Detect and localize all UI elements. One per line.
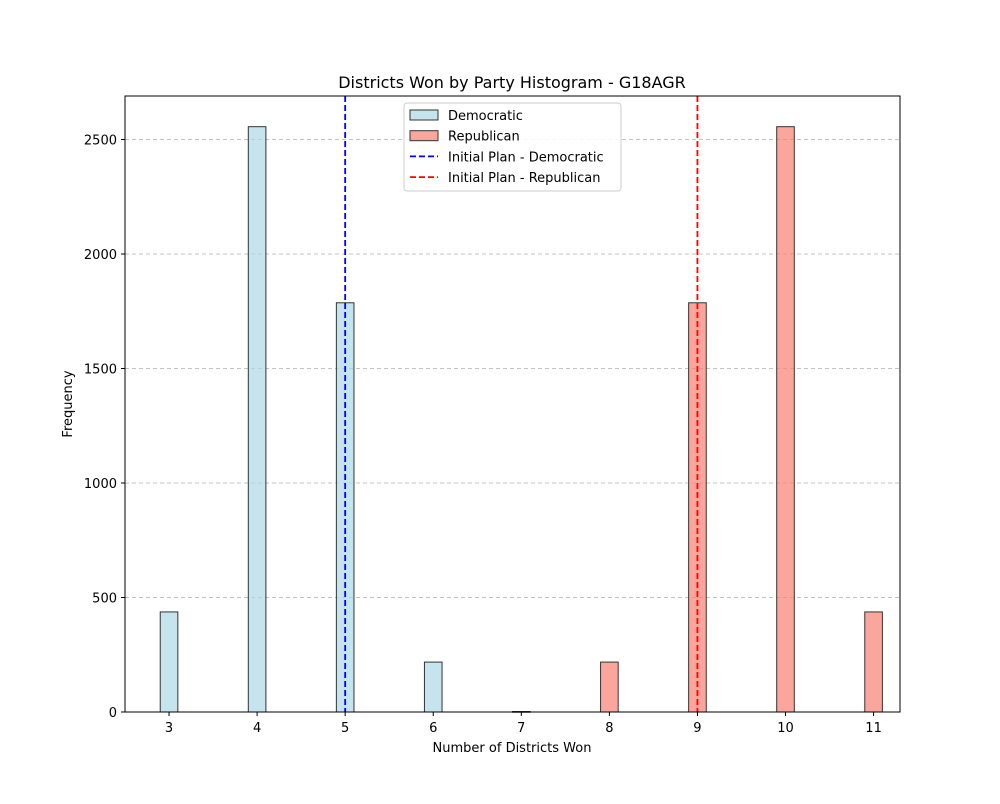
x-tick-label: 4 — [253, 721, 261, 736]
legend-label: Republican — [448, 130, 520, 145]
legend: Democratic Republican Initial Plan - Democ… — [403, 102, 622, 192]
y-tick-label: 2000 — [84, 248, 117, 263]
bar-republican-8 — [600, 661, 619, 713]
y-tick-label: 500 — [92, 592, 117, 607]
reference-lines — [344, 96, 699, 712]
bar-democratic-3 — [159, 611, 179, 713]
x-tick-label: 5 — [341, 721, 349, 736]
legend-swatch — [409, 109, 439, 121]
legend-box — [403, 102, 622, 192]
x-tick-label: 3 — [165, 721, 173, 736]
bar-democratic-6 — [423, 661, 443, 713]
y-tick-label: 0 — [109, 706, 117, 721]
y-tick-label: 1500 — [84, 363, 117, 378]
y-axis-label: Frequency — [61, 370, 76, 437]
legend-label: Democratic — [448, 109, 523, 124]
x-tick-label: 10 — [777, 721, 794, 736]
legend-label: Initial Plan - Republican — [448, 171, 600, 186]
axes: 3 4 5 6 7 8 9 10 11 0 500 1000 1500 2000 2500 — [84, 95, 901, 736]
chart-title: Districts Won by Party Histogram - G18AG… — [338, 73, 686, 92]
legend-swatch — [409, 130, 439, 142]
bar-republican-10 — [776, 126, 795, 713]
y-tick-label: 2500 — [84, 134, 117, 149]
x-tick-label: 6 — [429, 721, 437, 736]
bar-republican-11 — [864, 611, 883, 713]
x-tick-label: 7 — [517, 721, 525, 736]
bars — [159, 126, 883, 713]
x-tick-label: 8 — [605, 721, 613, 736]
x-tick-label: 9 — [693, 721, 701, 736]
y-tick-label: 1000 — [84, 477, 117, 492]
plot-frame — [124, 95, 901, 713]
legend-label: Initial Plan - Democratic — [448, 150, 604, 165]
x-axis-label: Number of Districts Won — [433, 741, 592, 756]
x-tick-label: 11 — [865, 721, 882, 736]
bar-democratic-4 — [247, 126, 267, 713]
